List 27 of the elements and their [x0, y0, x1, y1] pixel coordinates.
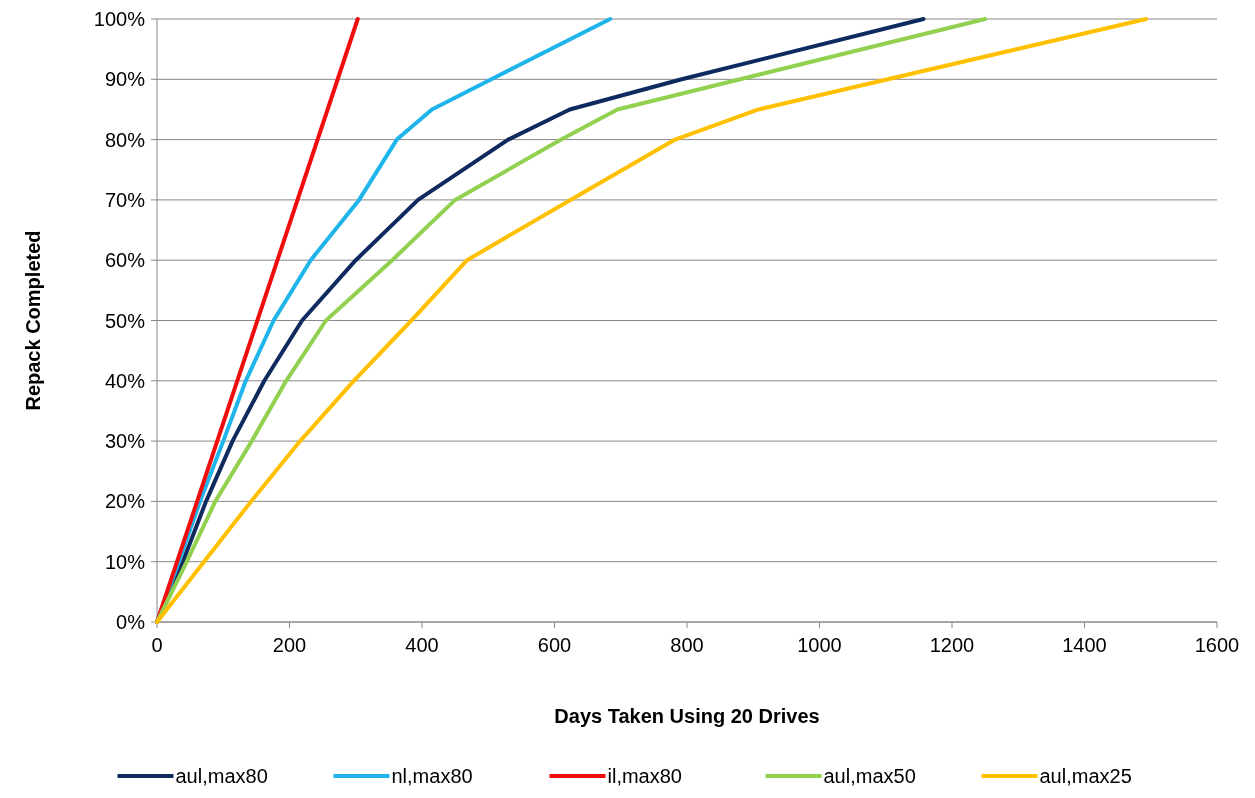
x-tick-label: 200 — [272, 634, 307, 656]
y-tick-label: 0% — [116, 611, 146, 633]
x-tick-label: 800 — [670, 634, 704, 656]
x-tick-label: 1400 — [1062, 634, 1107, 656]
y-tick-label: 90% — [104, 68, 146, 91]
legend-label: aul,max80 — [175, 765, 268, 787]
y-tick-label: 80% — [104, 128, 146, 151]
y-tick-label: 70% — [104, 188, 146, 211]
y-tick-label: 100% — [93, 8, 146, 30]
x-tick-label: 1000 — [797, 634, 842, 656]
legend-label: il,max80 — [607, 765, 682, 787]
y-tick-label: 60% — [104, 249, 146, 272]
y-tick-label: 30% — [104, 430, 146, 453]
legend-label: aul,max50 — [823, 765, 916, 787]
x-axis-title: Days Taken Using 20 Drives — [554, 705, 820, 727]
x-tick-label: 600 — [537, 634, 572, 656]
x-tick-label: 0 — [151, 634, 163, 656]
y-tick-label: 40% — [104, 369, 146, 392]
x-tick-label: 1200 — [929, 634, 975, 656]
y-tick-label: 50% — [104, 309, 146, 332]
x-tick-label: 400 — [405, 634, 439, 656]
legend-label: nl,max80 — [391, 765, 473, 787]
legend-label: aul,max25 — [1039, 765, 1132, 787]
x-tick-label: 1600 — [1194, 634, 1240, 656]
y-tick-label: 10% — [104, 550, 146, 573]
y-axis-title: Repack Completed — [22, 230, 44, 411]
y-tick-label: 20% — [104, 490, 146, 513]
